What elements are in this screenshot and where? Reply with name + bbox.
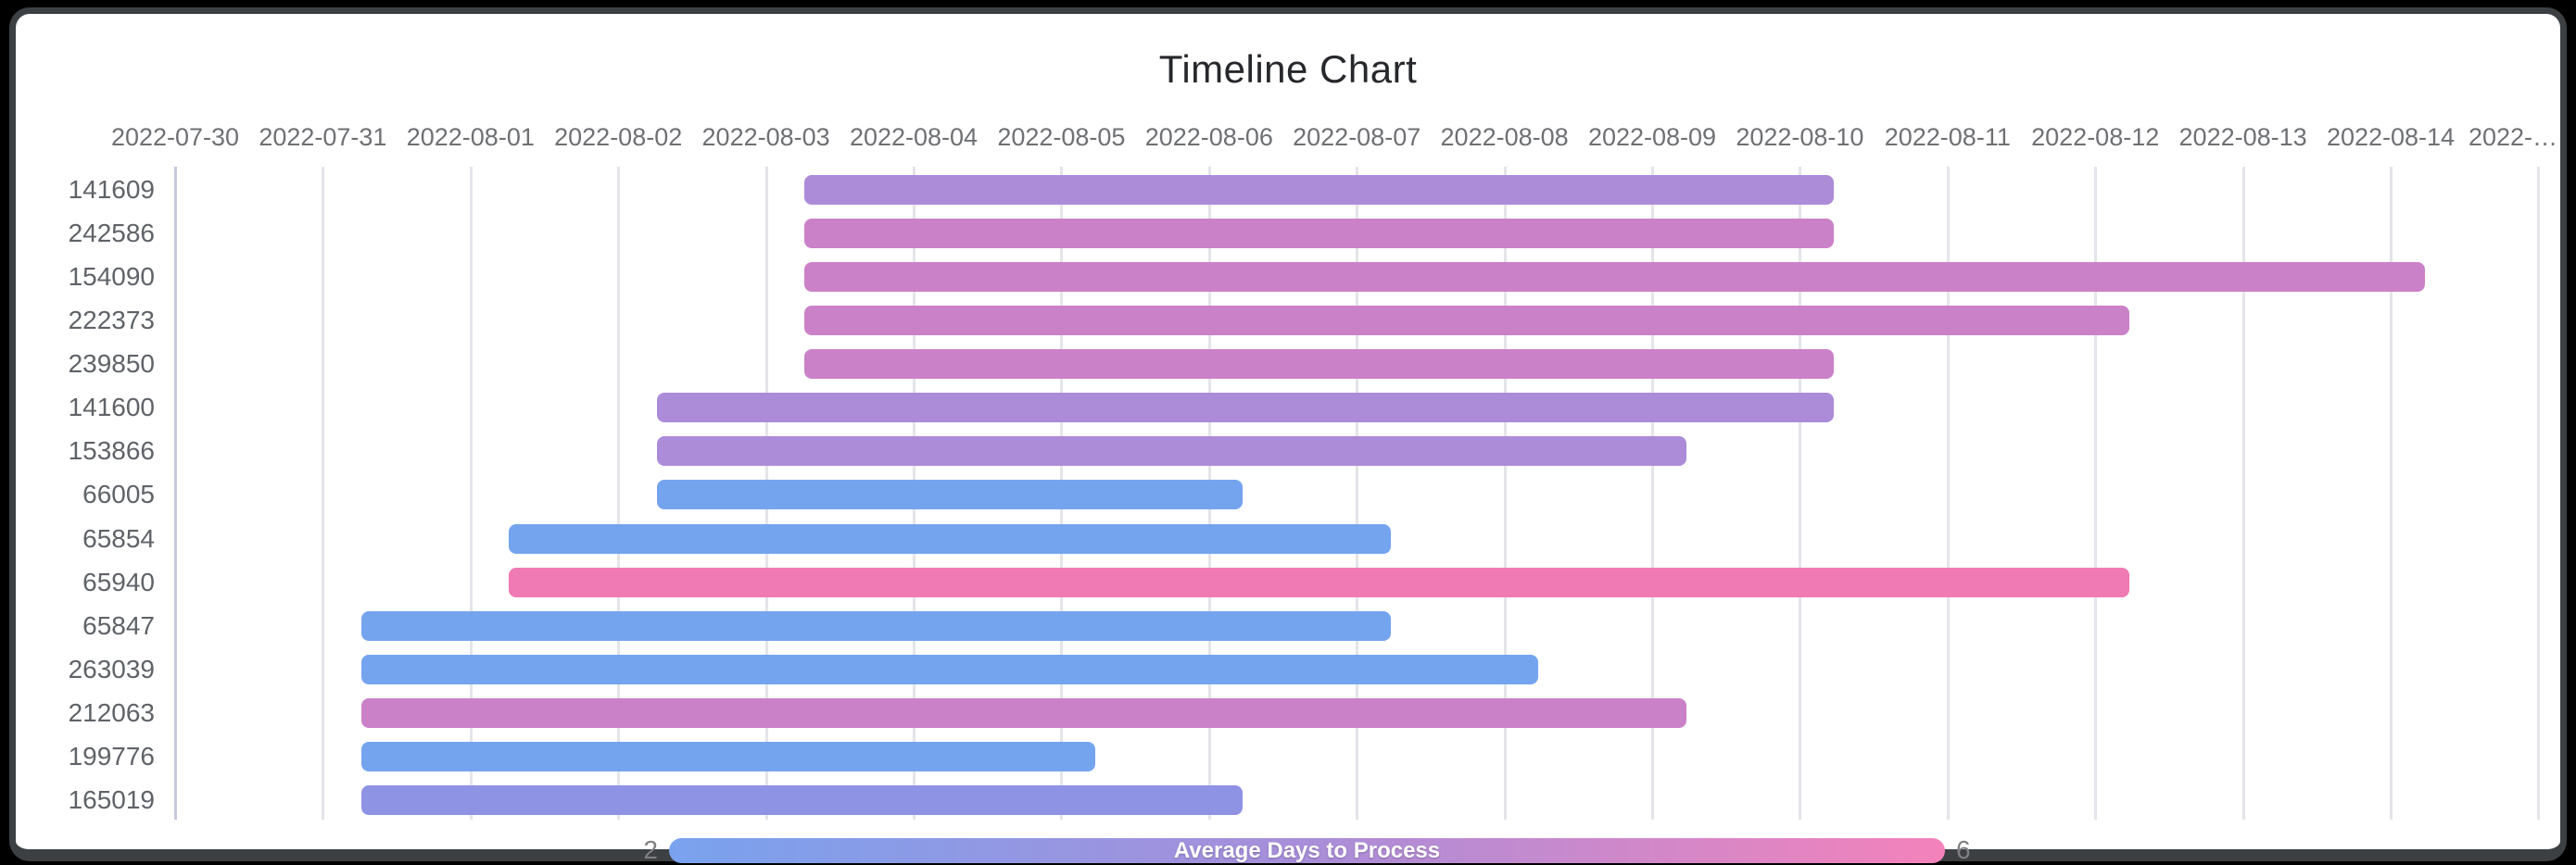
timeline-bar[interactable] [656,393,1835,423]
timeline-bar[interactable] [804,175,1835,205]
row-label: 141600 [68,393,155,422]
x-axis-tick-label: 2022-08-14 [2326,123,2456,151]
x-axis-tick-label: 2022-08-02 [554,123,683,151]
timeline-bar[interactable] [360,654,1539,684]
row-label: 154090 [68,262,155,292]
gridline [2094,167,2098,820]
x-axis-tick-label: 2022-08-09 [1587,123,1717,151]
row-label: 65847 [82,610,155,640]
row-label: 212063 [68,697,155,727]
row-label: 242586 [68,219,155,248]
gridline [1946,167,1950,820]
timeline-bar[interactable] [656,436,1686,467]
gridline [2537,167,2541,820]
legend-gradient-bar: Average Days to Process [669,838,1945,863]
row-label: 65854 [82,523,155,553]
timeline-bar[interactable] [804,262,2425,293]
gridline [469,167,473,820]
x-axis-tick-label: 2022-08-06 [1144,123,1273,151]
timeline-bar[interactable] [360,610,1391,641]
x-axis-tick-label: 2022-… [2468,123,2558,151]
x-axis-tick-label: 2022-08-05 [997,123,1126,151]
gridline [617,167,621,820]
chart-card: Timeline Chart 2022-07-30 2022-07-31 2022-… [9,7,2567,863]
gridline [174,167,177,820]
x-axis-tick-label: 2022-07-31 [259,123,387,151]
timeline-bar[interactable] [804,349,1835,380]
x-axis-tick-label: 2022-07-30 [110,123,240,151]
row-label: 222373 [68,306,155,335]
chart-title: Timeline Chart [1158,47,1418,91]
gridline [1503,167,1507,820]
x-axis-tick-label: 2022-08-08 [1440,123,1569,151]
x-axis-tick-label: 2022-08-12 [2031,123,2160,151]
x-axis-tick-label: 2022-08-13 [2178,123,2307,151]
x-axis-tick-label: 2022-08-04 [849,123,979,151]
row-label: 153866 [68,436,155,466]
row-label: 263039 [68,654,155,683]
row-label: 199776 [68,741,155,771]
timeline-chart: Timeline Chart 2022-07-30 2022-07-31 2022-… [16,14,2560,863]
x-axis-tick-label: 2022-08-01 [406,123,535,151]
x-axis-tick-label: 2022-08-11 [1884,123,2011,151]
gridline [1651,167,1654,820]
row-label: 165019 [68,784,155,814]
timeline-bar[interactable] [804,306,2129,336]
gridline [322,167,325,820]
legend-min-label: 2 [643,835,658,864]
timeline-bar[interactable] [656,480,1244,510]
gridline [2390,167,2393,820]
row-label: 141609 [68,175,155,204]
gridline [2241,167,2245,820]
legend-title: Average Days to Process [1173,838,1441,863]
legend-max-label: 6 [1956,835,1971,864]
timeline-bar[interactable] [509,523,1391,554]
x-axis-tick-label: 2022-08-10 [1736,123,1864,151]
timeline-bar[interactable] [360,741,1096,771]
timeline-bar[interactable] [804,219,1835,249]
row-label: 65940 [82,567,155,596]
timeline-bar[interactable] [360,784,1244,815]
row-label: 66005 [82,480,155,509]
gridline [1356,167,1359,820]
timeline-bar[interactable] [509,567,2129,597]
timeline-bar[interactable] [360,697,1686,728]
gridline [1799,167,1802,820]
row-label: 239850 [68,349,155,379]
x-axis-tick-label: 2022-08-03 [701,123,830,151]
x-axis-tick-label: 2022-08-07 [1293,123,1421,151]
